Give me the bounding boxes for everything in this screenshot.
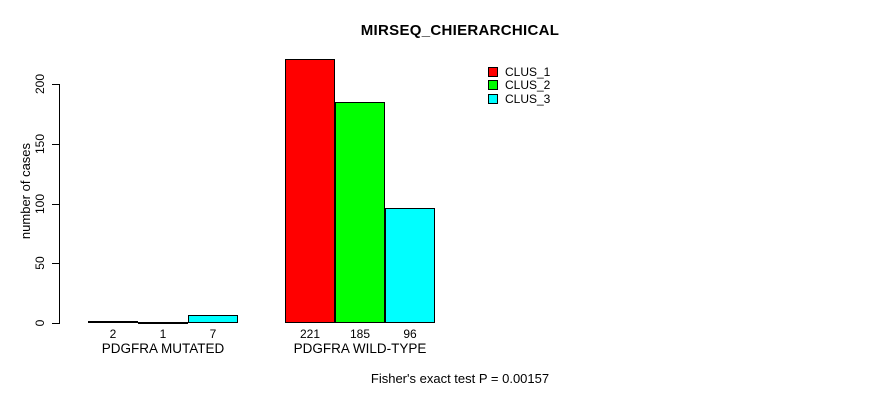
bar-clus_3-group1 — [188, 314, 238, 323]
y-axis-tick-label: 50 — [33, 256, 47, 270]
y-axis-tick-label: 100 — [33, 193, 47, 214]
bar-value-label: 185 — [349, 327, 371, 341]
bar-clus_2-group2 — [335, 102, 385, 323]
legend-label: CLUS_1 — [505, 64, 551, 79]
legend: CLUS_1 CLUS_2 CLUS_3 — [488, 65, 550, 106]
y-axis-tick-label: 150 — [33, 133, 47, 154]
bar-clus_2-group1 — [138, 321, 188, 324]
legend-item: CLUS_3 — [488, 92, 550, 106]
y-axis-tick-label: 0 — [33, 319, 47, 327]
y-axis-tick — [52, 323, 59, 324]
bar-value-label: 2 — [109, 327, 117, 341]
bar-value-label: 96 — [403, 327, 417, 341]
bar-value-label: 7 — [209, 327, 217, 341]
bar-value-label: 1 — [159, 327, 167, 341]
y-axis-tick — [52, 143, 59, 145]
bar-clus_1-group2 — [285, 59, 335, 323]
y-axis-line — [59, 84, 60, 324]
legend-label: CLUS_3 — [505, 91, 551, 106]
legend-swatch — [488, 80, 498, 91]
bar-clus_3-group2 — [385, 208, 435, 323]
legend-item: CLUS_1 — [488, 65, 550, 79]
annotation-fisher-test: Fisher's exact test P = 0.00157 — [370, 371, 550, 386]
y-axis-tick — [52, 263, 59, 265]
bar-clus_1-group1 — [88, 320, 138, 323]
y-axis-tick-label: 200 — [33, 74, 47, 95]
y-axis-tick — [52, 203, 59, 205]
legend-item: CLUS_2 — [488, 78, 551, 93]
bar-value-label: 221 — [299, 327, 321, 341]
x-axis-group-label: PDGFRA MUTATED — [101, 341, 225, 356]
chart-title: MIRSEQ_CHIERARCHICAL — [360, 22, 560, 39]
legend-swatch — [488, 66, 498, 77]
legend-swatch — [488, 93, 498, 104]
legend-label: CLUS_2 — [505, 78, 551, 93]
x-axis-group-label: PDGFRA WILD-TYPE — [293, 341, 427, 356]
y-axis-tick — [52, 84, 59, 86]
